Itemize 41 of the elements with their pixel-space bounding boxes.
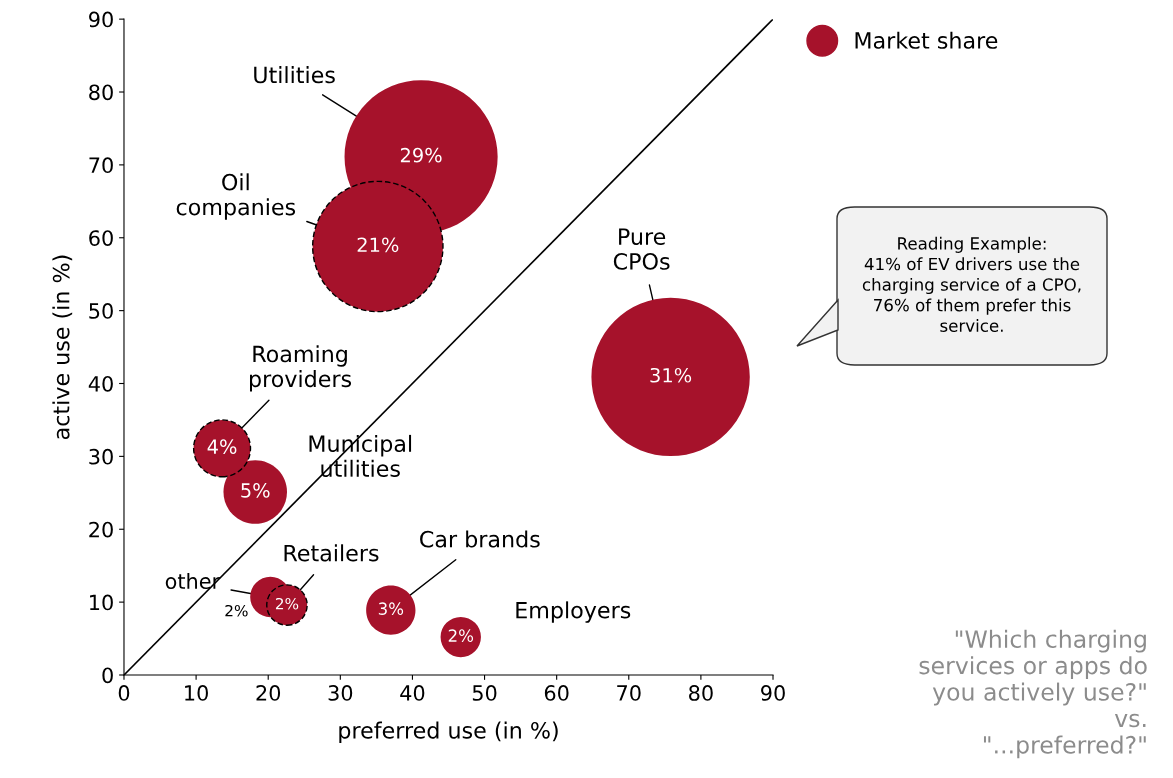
annotation: Retailers xyxy=(284,544,379,562)
annotation: 2% xyxy=(275,597,299,610)
legend-label: Market share xyxy=(855,31,998,49)
x-tick-label: 90 xyxy=(761,685,785,701)
y-tick-label: 70 xyxy=(89,157,113,174)
annotation: 31% xyxy=(650,367,692,383)
x-tick-label: 70 xyxy=(617,685,641,701)
x-tick-label: 50 xyxy=(472,685,497,701)
y-tick-label: 20 xyxy=(89,521,113,538)
annotation: Utilities xyxy=(254,66,335,84)
x-tick-label: 10 xyxy=(185,685,208,701)
x-tick-label: 30 xyxy=(328,685,353,701)
annotation: 5% xyxy=(241,483,270,498)
x-tick-label: 0 xyxy=(118,685,130,701)
annotation: 29% xyxy=(400,147,442,163)
x-tick-label: 80 xyxy=(689,685,713,701)
annotation: 3% xyxy=(378,602,404,615)
y-tick-label: 60 xyxy=(89,230,113,246)
annotation: Roaming providers xyxy=(250,345,352,392)
y-tick-label: 0 xyxy=(102,667,113,684)
annotation: Pure CPOs xyxy=(613,228,670,270)
y-tick-label: 50 xyxy=(89,303,113,319)
annotation: Car brands xyxy=(420,530,540,548)
annotation: 2% xyxy=(225,604,248,617)
x-axis-title: preferred use (in %) xyxy=(339,721,558,744)
text: Reading Example: 41% of EV drivers use the charging service of a CPO, 76% of them prefer this service. xyxy=(862,236,1081,332)
annotation: 21% xyxy=(357,237,399,253)
x-tick-label: 40 xyxy=(400,685,425,701)
y-axis-title: active use (in %) xyxy=(52,255,73,440)
annotation: Employers xyxy=(516,601,631,623)
y-tick-label: 40 xyxy=(88,375,113,392)
y-tick-label: 30 xyxy=(89,448,113,465)
annotation: Oil companies xyxy=(176,173,296,220)
annotation: 2% xyxy=(448,629,474,642)
annotation: 4% xyxy=(207,439,237,454)
text: "Which charging services or apps do you actively use?" vs. "...preferred?" xyxy=(919,629,1147,759)
x-tick-label: 60 xyxy=(544,685,569,701)
x-tick-label: 20 xyxy=(256,685,281,701)
y-tick-label: 90 xyxy=(89,11,113,28)
y-tick-label: 80 xyxy=(89,84,113,101)
y-tick-label: 10 xyxy=(90,594,113,611)
